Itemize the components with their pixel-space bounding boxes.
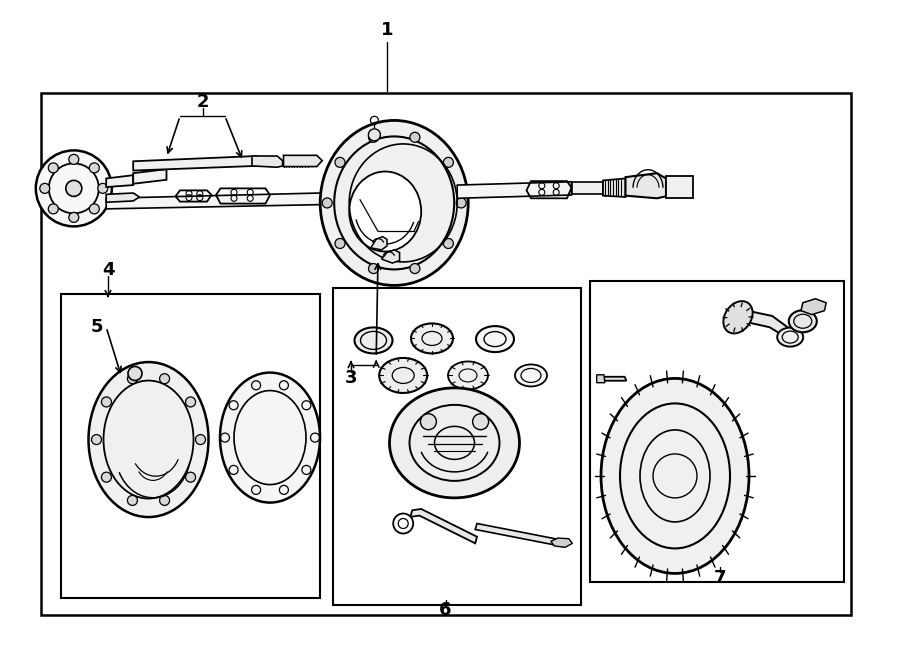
Ellipse shape — [448, 362, 488, 389]
Circle shape — [444, 239, 454, 249]
Circle shape — [40, 183, 50, 194]
Polygon shape — [284, 155, 322, 167]
Polygon shape — [551, 538, 572, 547]
Circle shape — [420, 414, 436, 430]
Circle shape — [159, 373, 169, 383]
Circle shape — [68, 155, 79, 165]
Ellipse shape — [601, 378, 749, 574]
Circle shape — [159, 496, 169, 506]
Polygon shape — [410, 509, 477, 543]
Text: 7: 7 — [714, 569, 726, 588]
Polygon shape — [603, 178, 625, 197]
Circle shape — [472, 414, 489, 430]
Circle shape — [98, 183, 108, 194]
Ellipse shape — [515, 364, 547, 387]
Ellipse shape — [320, 120, 468, 286]
Circle shape — [368, 132, 379, 142]
Ellipse shape — [379, 358, 428, 393]
Circle shape — [102, 397, 112, 407]
Text: 5: 5 — [91, 318, 104, 336]
Circle shape — [335, 157, 345, 167]
Ellipse shape — [724, 301, 752, 333]
Bar — [61, 294, 319, 598]
Text: 4: 4 — [102, 260, 114, 279]
Circle shape — [68, 212, 79, 222]
Circle shape — [89, 204, 99, 214]
Circle shape — [410, 132, 420, 142]
Circle shape — [92, 434, 102, 445]
Ellipse shape — [390, 388, 519, 498]
Text: 6: 6 — [439, 601, 452, 619]
Polygon shape — [666, 176, 693, 198]
Polygon shape — [801, 299, 826, 315]
Circle shape — [128, 366, 142, 381]
Polygon shape — [382, 250, 400, 263]
Ellipse shape — [411, 323, 453, 354]
Circle shape — [128, 496, 138, 506]
Polygon shape — [603, 377, 626, 381]
Circle shape — [195, 434, 205, 445]
Text: 2: 2 — [196, 93, 209, 112]
Polygon shape — [597, 375, 605, 383]
Polygon shape — [457, 182, 572, 198]
Circle shape — [368, 129, 381, 141]
Ellipse shape — [349, 171, 421, 252]
Circle shape — [66, 180, 82, 196]
Circle shape — [89, 163, 99, 173]
Circle shape — [368, 264, 379, 274]
Circle shape — [335, 239, 345, 249]
Ellipse shape — [778, 328, 803, 346]
Ellipse shape — [476, 326, 514, 352]
Circle shape — [410, 264, 420, 274]
Circle shape — [49, 204, 58, 214]
Circle shape — [102, 472, 112, 482]
Ellipse shape — [88, 362, 209, 517]
Circle shape — [185, 472, 195, 482]
Circle shape — [36, 151, 112, 226]
Polygon shape — [133, 156, 256, 171]
Polygon shape — [133, 169, 166, 184]
Circle shape — [128, 373, 138, 383]
Text: 3: 3 — [345, 369, 357, 387]
Polygon shape — [106, 193, 140, 202]
Circle shape — [456, 198, 466, 208]
Circle shape — [322, 198, 332, 208]
Polygon shape — [371, 237, 387, 250]
Bar — [333, 288, 580, 605]
Bar — [590, 281, 844, 582]
Polygon shape — [252, 156, 283, 167]
Circle shape — [185, 397, 195, 407]
Bar — [40, 93, 850, 615]
Polygon shape — [626, 173, 666, 198]
Circle shape — [49, 163, 58, 173]
Polygon shape — [106, 175, 133, 187]
Ellipse shape — [788, 310, 817, 332]
Ellipse shape — [220, 373, 320, 502]
Polygon shape — [106, 192, 374, 209]
Circle shape — [444, 157, 454, 167]
Polygon shape — [742, 311, 792, 340]
Text: 1: 1 — [381, 20, 393, 39]
Ellipse shape — [355, 327, 392, 354]
Polygon shape — [572, 182, 603, 194]
Polygon shape — [475, 524, 565, 547]
